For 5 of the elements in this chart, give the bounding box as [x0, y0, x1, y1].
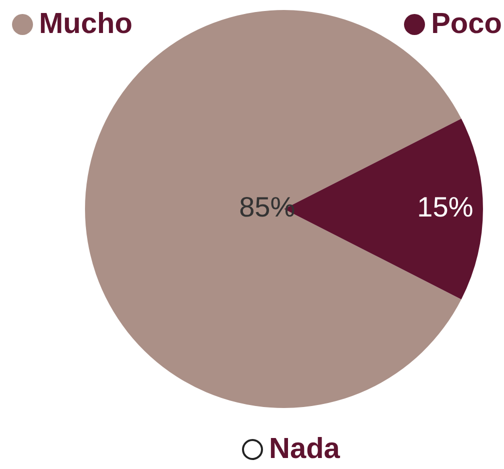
data-label: 85%	[239, 192, 296, 223]
legend-label: Poco	[431, 8, 502, 41]
legend-label: Nada	[269, 433, 340, 466]
legend-label: Mucho	[39, 8, 132, 41]
data-label: 15%	[417, 192, 474, 223]
